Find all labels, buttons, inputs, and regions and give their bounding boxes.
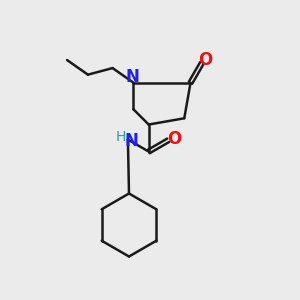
Text: H: H: [116, 130, 127, 144]
Text: N: N: [125, 132, 139, 150]
Text: O: O: [167, 130, 181, 148]
Text: O: O: [198, 51, 212, 69]
Text: N: N: [125, 68, 139, 86]
